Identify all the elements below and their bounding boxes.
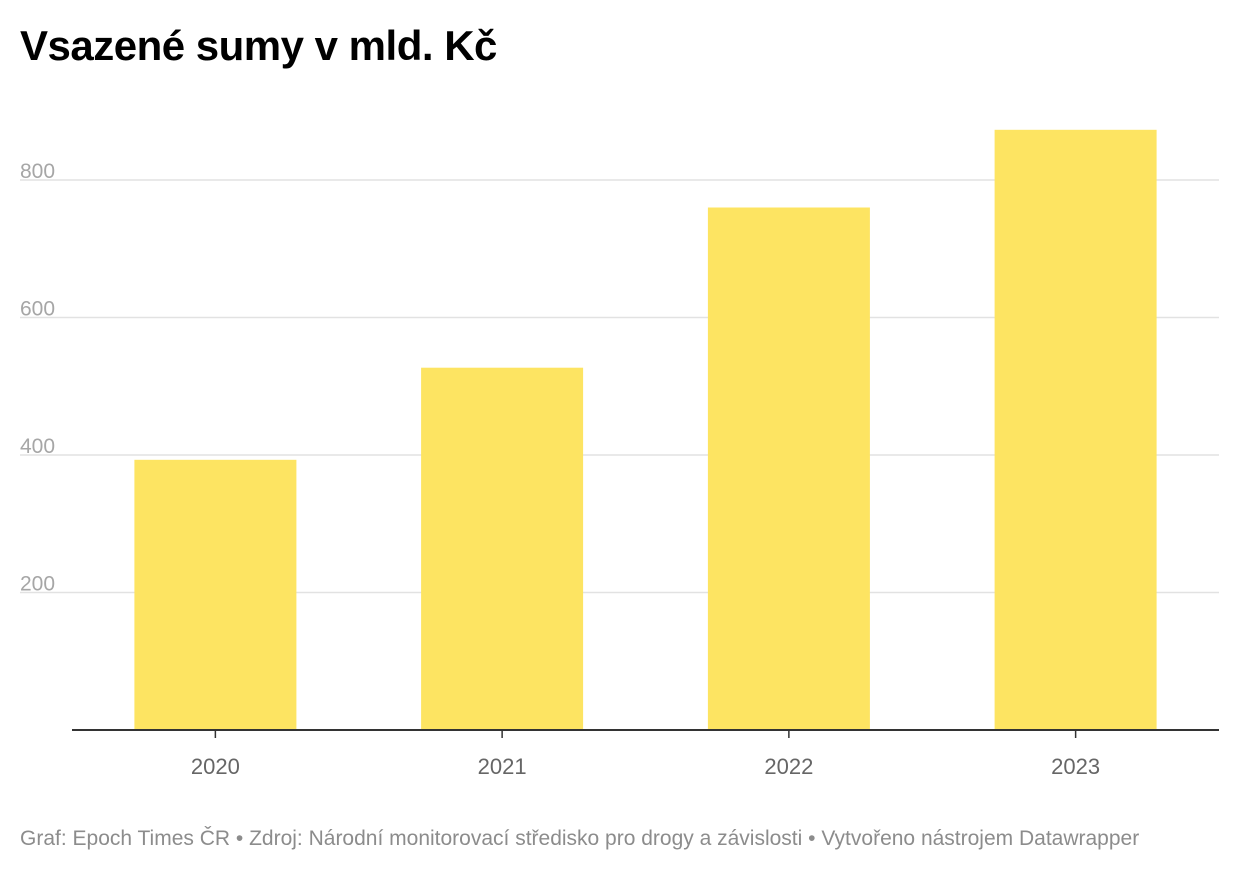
source-note: Graf: Epoch Times ČR • Zdroj: Národní mo… <box>20 827 1140 850</box>
y-tick-label: 200 <box>20 573 55 596</box>
y-tick-label: 600 <box>20 298 55 321</box>
x-tick-label: 2021 <box>478 754 527 779</box>
bar-2023 <box>994 129 1157 731</box>
bar-2021 <box>421 367 584 730</box>
y-axis-tick-labels: 200 400 600 800 <box>20 160 55 596</box>
chart-title: Vsazené sumy v mld. Kč <box>20 22 497 69</box>
bar-2022 <box>707 207 870 730</box>
bar-2020 <box>134 459 297 730</box>
x-tick-label: 2020 <box>191 754 240 779</box>
x-axis-tick-labels: 2020 2021 2022 2023 <box>191 754 1100 779</box>
y-tick-label: 800 <box>20 160 55 183</box>
x-axis <box>72 729 1219 738</box>
x-tick-label: 2023 <box>1051 754 1100 779</box>
bars <box>134 129 1157 731</box>
x-tick-label: 2022 <box>764 754 813 779</box>
y-tick-label: 400 <box>20 435 55 458</box>
